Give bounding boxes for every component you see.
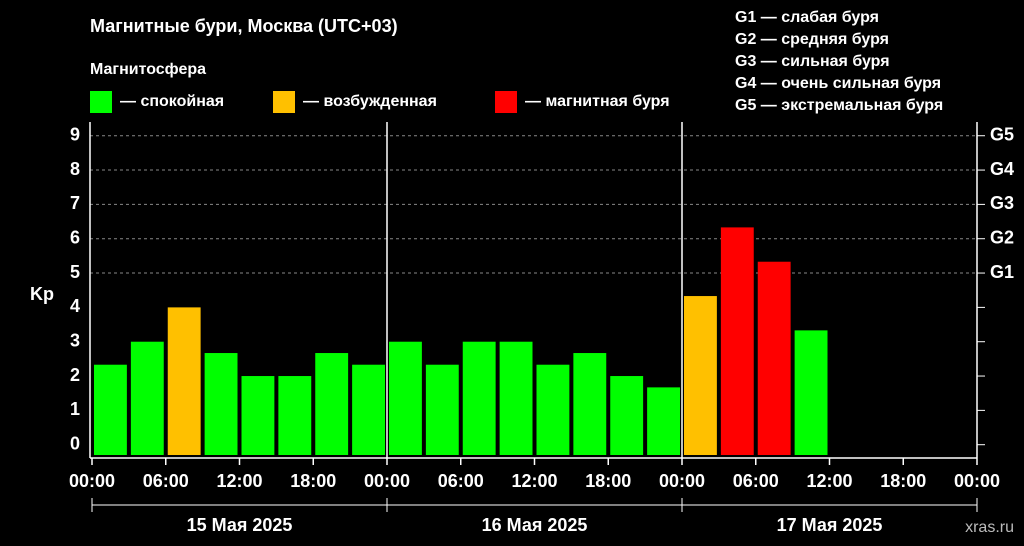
y-tick-label: 8: [70, 159, 80, 179]
y2-tick-label: G2: [990, 227, 1014, 247]
scale-legend-item: G3 — сильная буря: [735, 53, 890, 70]
bar: [499, 341, 533, 455]
y-tick-label: 4: [70, 296, 80, 316]
bar: [204, 353, 238, 455]
y-tick-label: 5: [70, 262, 80, 282]
x-tick-label: 18:00: [290, 471, 336, 491]
bar: [94, 364, 127, 455]
bar: [315, 353, 349, 455]
bar: [720, 227, 754, 455]
x-tick-label: 00:00: [659, 471, 705, 491]
y2-tick-label: G4: [990, 159, 1014, 179]
scale-legend-item: G1 — слабая буря: [735, 9, 879, 26]
legend-swatch: [273, 91, 295, 113]
legend-title: Магнитосфера: [90, 61, 206, 78]
y-tick-label: 7: [70, 193, 80, 213]
x-tick-label: 00:00: [954, 471, 1000, 491]
watermark: xras.ru: [965, 519, 1014, 536]
scale-legend-item: G4 — очень сильная буря: [735, 75, 941, 92]
bar: [130, 341, 164, 455]
bar: [462, 341, 496, 455]
bar: [167, 307, 201, 455]
y2-tick-label: G5: [990, 124, 1014, 144]
bar: [647, 387, 680, 455]
x-tick-label: 18:00: [880, 471, 926, 491]
date-label: 16 Мая 2025: [482, 515, 588, 535]
x-tick-label: 18:00: [585, 471, 631, 491]
y-tick-label: 2: [70, 365, 80, 385]
bar: [610, 376, 644, 455]
bar: [757, 261, 791, 455]
bar: [794, 330, 828, 455]
legend-swatch: [495, 91, 517, 113]
y2-tick-label: G1: [990, 262, 1014, 282]
legend-label: — магнитная буря: [525, 93, 670, 110]
legend-label: — возбужденная: [303, 93, 437, 110]
x-tick-label: 06:00: [438, 471, 484, 491]
bar: [573, 353, 607, 455]
legend-swatch: [90, 91, 112, 113]
y-axis-label: Kp: [30, 284, 54, 304]
x-tick-label: 06:00: [733, 471, 779, 491]
bar: [352, 364, 385, 455]
bar: [536, 364, 570, 455]
x-tick-label: 06:00: [143, 471, 189, 491]
scale-legend-item: G5 — экстремальная буря: [735, 97, 943, 114]
date-label: 17 Мая 2025: [777, 515, 883, 535]
bar: [425, 364, 459, 455]
y-tick-label: 9: [70, 124, 80, 144]
chart-title: Магнитные бури, Москва (UTC+03): [90, 16, 398, 36]
scale-legend-item: G2 — средняя буря: [735, 31, 889, 48]
x-tick-label: 12:00: [806, 471, 852, 491]
bar: [278, 376, 312, 455]
x-tick-label: 00:00: [69, 471, 115, 491]
y-tick-label: 6: [70, 227, 80, 247]
date-label: 15 Мая 2025: [187, 515, 293, 535]
x-tick-label: 12:00: [511, 471, 557, 491]
bar: [684, 296, 717, 455]
y-tick-label: 1: [70, 399, 80, 419]
bar: [241, 376, 275, 455]
x-tick-label: 00:00: [364, 471, 410, 491]
bar: [389, 341, 422, 455]
y-tick-label: 0: [70, 433, 80, 453]
x-tick-label: 12:00: [216, 471, 262, 491]
legend-label: — спокойная: [120, 93, 224, 110]
y2-tick-label: G3: [990, 193, 1014, 213]
y-tick-label: 3: [70, 330, 80, 350]
